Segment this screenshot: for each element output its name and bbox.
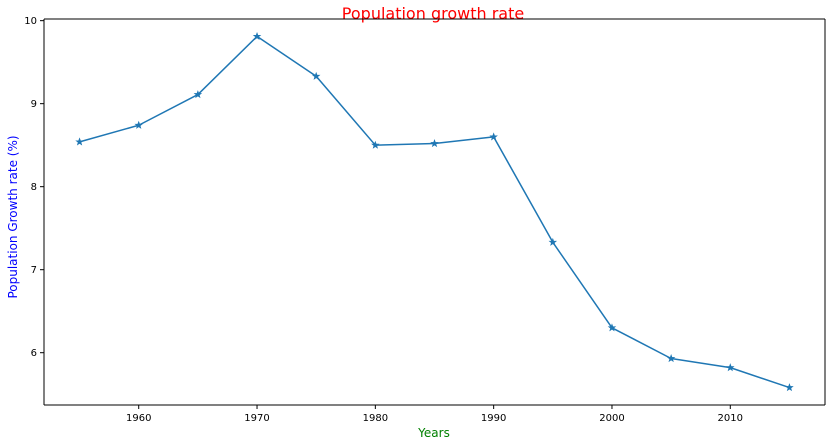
x-tick-label: 1960 <box>126 413 151 424</box>
y-tick-label: 7 <box>31 265 37 276</box>
data-point-star <box>666 354 676 363</box>
data-point-star <box>311 71 321 80</box>
x-tick-label: 2010 <box>718 413 743 424</box>
x-axis-ticks: 1960 1970 1980 1990 2000 2010 <box>126 405 743 424</box>
y-tick-label: 8 <box>31 182 37 193</box>
data-point-star <box>607 323 617 332</box>
x-tick-label: 2000 <box>599 413 624 424</box>
data-point-star <box>548 237 558 246</box>
series-group <box>75 31 794 392</box>
data-point-star <box>785 383 794 392</box>
y-tick-label: 9 <box>31 99 37 110</box>
data-point-star <box>489 132 498 141</box>
y-tick-label: 10 <box>24 16 37 27</box>
series-line <box>79 35 790 389</box>
y-axis-label: Population Growth rate (%) <box>6 135 20 298</box>
data-point-star <box>430 139 439 148</box>
y-tick-label: 6 <box>31 348 37 359</box>
chart-title: Population growth rate <box>342 4 524 23</box>
data-point-star <box>371 140 380 149</box>
plot-frame <box>43 18 826 406</box>
data-point-star <box>252 31 262 41</box>
data-point-star <box>193 90 203 99</box>
x-tick-label: 1970 <box>244 413 269 424</box>
data-point-star <box>134 120 143 129</box>
data-point-star <box>726 363 735 372</box>
x-tick-label: 1990 <box>481 413 506 424</box>
y-axis-ticks: 6 7 8 9 10 <box>24 16 44 359</box>
x-tick-label: 1980 <box>363 413 388 424</box>
data-point-star <box>75 137 84 146</box>
x-axis-label: Years <box>417 426 450 440</box>
